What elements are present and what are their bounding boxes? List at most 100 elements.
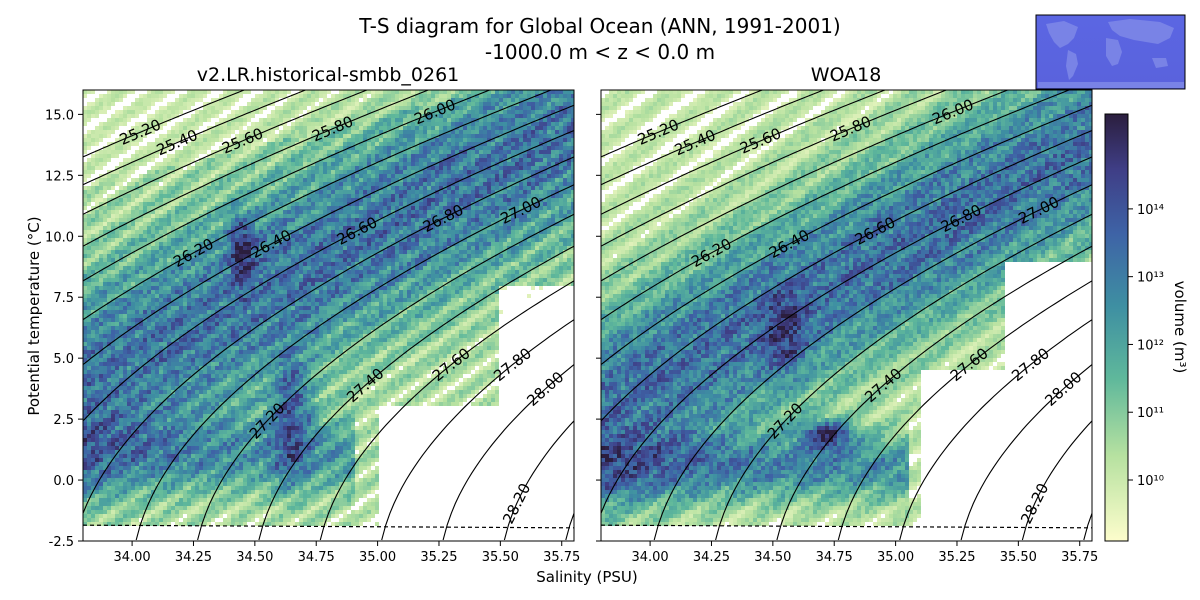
heatmap-cell xyxy=(115,230,119,234)
heatmap-cell xyxy=(543,202,547,206)
heatmap-cell xyxy=(363,186,367,190)
heatmap-cell xyxy=(487,234,491,238)
heatmap-cell xyxy=(219,170,223,174)
heatmap-cell xyxy=(347,138,351,142)
heatmap-cell xyxy=(391,142,395,146)
heatmap-cell xyxy=(531,166,535,170)
heatmap-cell xyxy=(139,190,143,194)
heatmap-cell xyxy=(279,242,283,246)
heatmap-cell xyxy=(479,186,483,190)
heatmap-cell xyxy=(327,186,331,190)
heatmap-cell xyxy=(259,198,263,202)
heatmap-cell xyxy=(87,162,91,166)
heatmap-cell xyxy=(315,138,319,142)
heatmap-cell xyxy=(519,238,523,242)
heatmap-cell xyxy=(323,226,327,230)
heatmap-cell xyxy=(355,118,359,122)
heatmap-cell xyxy=(239,218,243,222)
heatmap-cell xyxy=(507,178,511,182)
heatmap-cell xyxy=(415,194,419,198)
heatmap-cell xyxy=(263,222,267,226)
heatmap-cell xyxy=(183,222,187,226)
heatmap-cell xyxy=(287,150,291,154)
heatmap-cell xyxy=(475,138,479,142)
heatmap-cell xyxy=(463,194,467,198)
heatmap-cell xyxy=(163,186,167,190)
heatmap-cell xyxy=(407,110,411,114)
heatmap-cell xyxy=(327,250,331,254)
heatmap-cell xyxy=(387,174,391,178)
heatmap-cell xyxy=(515,218,519,222)
heatmap-cell xyxy=(407,190,411,194)
heatmap-cell xyxy=(291,190,295,194)
heatmap-cell xyxy=(207,162,211,166)
heatmap-cell xyxy=(475,102,479,106)
heatmap-cell xyxy=(279,222,283,226)
heatmap-cell xyxy=(211,98,215,102)
heatmap-cell xyxy=(399,138,403,142)
heatmap-cell xyxy=(403,254,407,258)
heatmap-cell xyxy=(303,126,307,130)
heatmap-cell xyxy=(335,246,339,250)
heatmap-cell xyxy=(563,166,567,170)
heatmap-cell xyxy=(423,98,427,102)
heatmap-cell xyxy=(271,114,275,118)
heatmap-cell xyxy=(271,122,275,126)
heatmap-cell xyxy=(227,178,231,182)
heatmap-cell xyxy=(387,114,391,118)
heatmap-cell xyxy=(427,110,431,114)
heatmap-cell xyxy=(495,202,499,206)
heatmap-cell xyxy=(419,258,423,262)
heatmap-cell xyxy=(115,138,119,142)
heatmap-cell xyxy=(271,110,275,114)
heatmap-cell xyxy=(379,114,383,118)
heatmap-cell xyxy=(323,126,327,130)
heatmap-cell xyxy=(551,158,555,162)
heatmap-cell xyxy=(459,162,463,166)
heatmap-cell xyxy=(507,122,511,126)
heatmap-cell xyxy=(563,178,567,182)
heatmap-cell xyxy=(215,222,219,226)
heatmap-cell xyxy=(119,94,123,98)
heatmap-cell xyxy=(559,122,563,126)
heatmap-cell xyxy=(547,218,551,222)
heatmap-cell xyxy=(559,186,563,190)
heatmap-cell xyxy=(491,242,495,246)
heatmap-cell xyxy=(523,230,527,234)
heatmap-cell xyxy=(459,94,463,98)
heatmap-cell xyxy=(431,162,435,166)
heatmap-cell xyxy=(275,190,279,194)
heatmap-cell xyxy=(115,174,119,178)
heatmap-cell xyxy=(299,242,303,246)
heatmap-cell xyxy=(179,106,183,110)
heatmap-cell xyxy=(87,146,91,150)
heatmap-cell xyxy=(423,90,427,94)
heatmap-cell xyxy=(327,138,331,142)
heatmap-cell xyxy=(507,210,511,214)
heatmap-cell xyxy=(415,150,419,154)
heatmap-cell xyxy=(347,122,351,126)
heatmap-cell xyxy=(167,106,171,110)
heatmap-cell xyxy=(443,110,447,114)
heatmap-cell xyxy=(483,158,487,162)
heatmap-cell xyxy=(511,146,515,150)
heatmap-cell xyxy=(355,174,359,178)
heatmap-cell xyxy=(275,114,279,118)
heatmap-cell xyxy=(227,206,231,210)
heatmap-cell xyxy=(191,158,195,162)
heatmap-cell xyxy=(263,206,267,210)
heatmap-cell xyxy=(367,190,371,194)
heatmap-cell xyxy=(131,126,135,130)
heatmap-cell xyxy=(551,178,555,182)
heatmap-cell xyxy=(207,126,211,130)
heatmap-cell xyxy=(483,170,487,174)
heatmap-cell xyxy=(223,170,227,174)
heatmap-cell xyxy=(227,222,231,226)
heatmap-cell xyxy=(475,122,479,126)
heatmap-cell xyxy=(155,250,159,254)
heatmap-cell xyxy=(519,158,523,162)
heatmap-cell xyxy=(459,142,463,146)
heatmap-cell xyxy=(471,174,475,178)
heatmap-cell xyxy=(443,126,447,130)
heatmap-cell xyxy=(515,238,519,242)
